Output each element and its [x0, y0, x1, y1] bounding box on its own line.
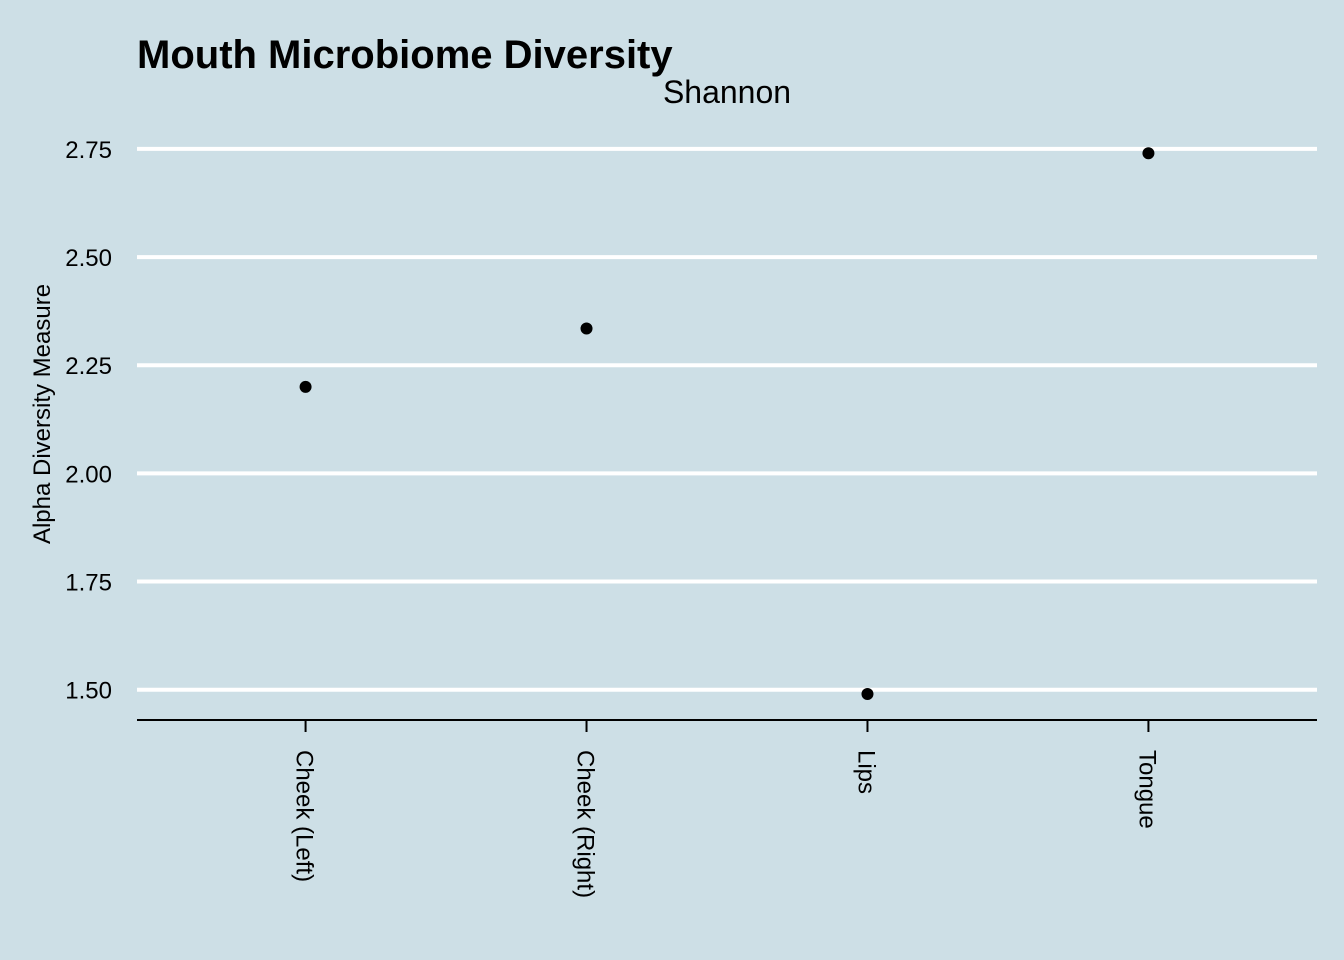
y-tick-label: 2.25 [65, 353, 112, 380]
y-tick-labels: 1.50 1.75 2.00 2.25 2.50 2.75 [65, 137, 112, 705]
gridlines [137, 146, 1317, 692]
chart-title: Mouth Microbiome Diversity [137, 33, 673, 77]
y-tick-label: 2.50 [65, 245, 112, 272]
x-tick-label: Cheek (Right) [572, 750, 599, 898]
data-point [1142, 147, 1155, 160]
x-axis-ticks: Cheek (Left) Cheek (Right) Lips Tongue [291, 720, 1160, 898]
x-tick-label: Tongue [1133, 750, 1160, 829]
x-tick-label: Lips [852, 750, 879, 794]
y-tick-label: 2.75 [65, 137, 112, 164]
x-tick-label: Cheek (Left) [291, 750, 318, 882]
data-point [580, 322, 593, 335]
data-points [299, 147, 1155, 701]
data-point [861, 688, 874, 701]
facet-label: Shannon [663, 74, 791, 110]
y-tick-label: 2.00 [65, 461, 112, 488]
y-axis-title: Alpha Diversity Measure [29, 284, 56, 544]
y-tick-label: 1.75 [65, 570, 112, 597]
y-tick-label: 1.50 [65, 678, 112, 705]
data-point [299, 380, 312, 393]
